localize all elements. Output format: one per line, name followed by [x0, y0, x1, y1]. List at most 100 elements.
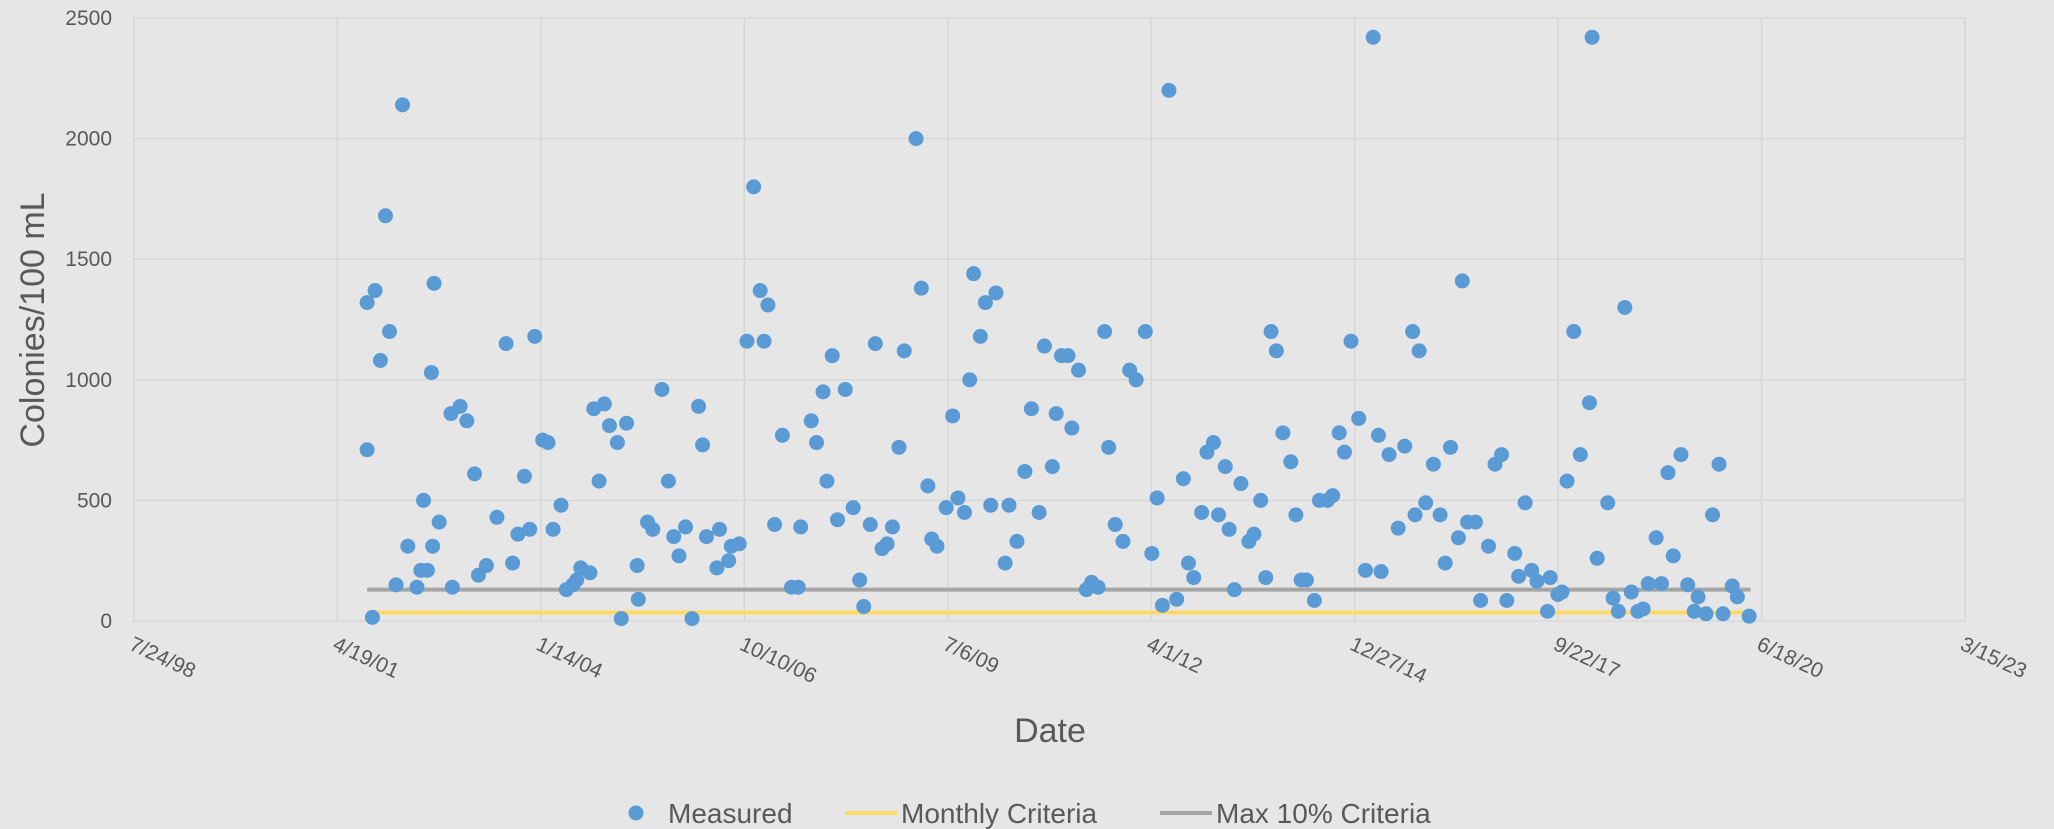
data-point [1686, 603, 1702, 619]
data-point [1044, 459, 1060, 475]
legend-swatch [628, 805, 644, 821]
data-point [852, 572, 868, 588]
data-point [1048, 406, 1064, 422]
data-point [377, 208, 393, 224]
data-point [862, 517, 878, 533]
data-point [1511, 568, 1527, 584]
data-point [382, 324, 398, 340]
data-point [815, 384, 831, 400]
data-point [767, 517, 783, 533]
data-point [879, 536, 895, 552]
data-point [395, 97, 411, 113]
data-point [695, 437, 711, 453]
legend-label: Monthly Criteria [901, 798, 1097, 829]
data-point [372, 353, 388, 369]
legend-label: Max 10% Criteria [1216, 798, 1431, 829]
data-point [884, 519, 900, 535]
data-point [1407, 507, 1423, 523]
legend-label: Measured [668, 798, 793, 829]
data-point [1729, 589, 1745, 605]
data-point [752, 283, 768, 299]
data-point [1554, 584, 1570, 600]
data-point [1559, 473, 1575, 489]
data-point [929, 538, 945, 554]
data-point [1233, 476, 1249, 492]
data-point [962, 372, 978, 388]
data-point [1507, 545, 1523, 561]
data-point [1653, 576, 1669, 592]
data-point [478, 558, 494, 574]
data-point [1442, 439, 1458, 455]
data-point [1001, 497, 1017, 513]
data-point [837, 381, 853, 397]
data-point [908, 131, 924, 147]
data-point [988, 285, 1004, 301]
y-axis-title: Colonies/100 mL [14, 192, 52, 447]
data-point [1635, 601, 1651, 617]
data-point [1217, 459, 1233, 475]
data-point [1161, 82, 1177, 98]
data-point [1425, 456, 1441, 472]
data-point [489, 509, 505, 525]
data-point [1437, 555, 1453, 571]
data-point [1343, 333, 1359, 349]
data-point [1107, 517, 1123, 533]
data-point [1584, 29, 1600, 45]
data-point [1381, 447, 1397, 463]
data-point [966, 266, 982, 282]
data-point [505, 555, 521, 571]
data-point [1566, 324, 1582, 340]
y-tick-label: 2500 [65, 7, 112, 30]
data-point [997, 555, 1013, 571]
data-point [1009, 533, 1025, 549]
data-point [419, 562, 435, 578]
data-point [1397, 438, 1413, 454]
data-point [1481, 538, 1497, 554]
y-tick-label: 2000 [65, 128, 112, 151]
data-point [1064, 420, 1080, 436]
data-point [444, 579, 460, 595]
data-point [712, 521, 728, 537]
data-point [684, 611, 700, 627]
data-point [630, 591, 646, 607]
data-point [540, 435, 556, 451]
data-point [1246, 526, 1262, 542]
data-point [1128, 372, 1144, 388]
data-point [467, 466, 483, 482]
data-point [388, 577, 404, 593]
data-point [1581, 395, 1597, 411]
data-point [359, 295, 375, 311]
data-point [1115, 533, 1131, 549]
data-point [1036, 338, 1052, 354]
data-point [1194, 504, 1210, 520]
data-point [1226, 582, 1242, 598]
data-point [1711, 456, 1727, 472]
data-point [660, 473, 676, 489]
data-point [510, 526, 526, 542]
data-point [364, 609, 380, 625]
data-point [1071, 362, 1087, 378]
data-point [1060, 348, 1076, 364]
data-point [891, 439, 907, 455]
data-point [367, 283, 383, 299]
data-point [629, 558, 645, 574]
data-point [945, 408, 961, 424]
data-point [1411, 343, 1427, 359]
data-point [1705, 507, 1721, 523]
data-point [856, 599, 872, 615]
data-point [1572, 447, 1588, 463]
data-point [731, 536, 747, 552]
data-point [977, 295, 993, 311]
data-point [1673, 447, 1689, 463]
y-tick-label: 1500 [65, 248, 112, 271]
data-point [1648, 530, 1664, 546]
data-point [824, 348, 840, 364]
data-point [516, 468, 532, 484]
data-point [609, 435, 625, 451]
data-point [1542, 570, 1558, 586]
data-point [1023, 401, 1039, 417]
data-point [671, 548, 687, 564]
data-point [613, 611, 629, 627]
data-point [1275, 425, 1291, 441]
data-point [1450, 530, 1466, 546]
